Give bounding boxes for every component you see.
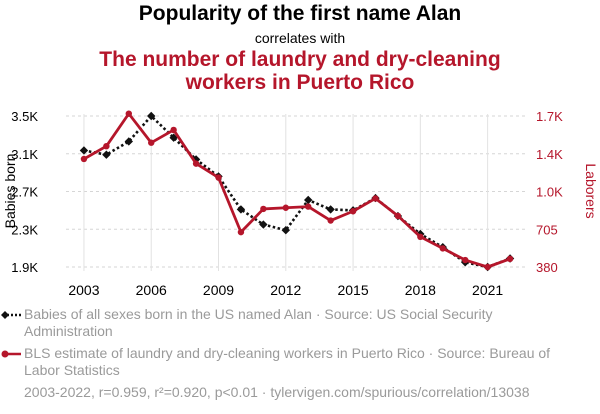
data-point-laborers [192, 160, 200, 167]
left-axis-title: Babies born [2, 154, 18, 229]
data-point-laborers [484, 263, 491, 271]
data-point-laborers [372, 195, 379, 202]
right-axis-title: Laborers [583, 163, 599, 218]
legend-swatch-babies [1, 311, 21, 319]
legend-label-babies: Babies of all sexes born in the US named… [24, 306, 493, 339]
x-tick-label: 2021 [472, 282, 503, 298]
data-point-laborers [103, 143, 110, 150]
legend-label-laborers: BLS estimate of laundry and dry-cleaning… [24, 345, 551, 378]
data-point-babies [147, 111, 156, 121]
x-tick-label: 2009 [203, 282, 234, 298]
data-point-laborers [260, 205, 267, 213]
series-line-laborers [83, 112, 511, 269]
x-tick-label: 2003 [68, 282, 99, 298]
x-tick-label: 2015 [337, 282, 368, 298]
data-point-laborers [327, 217, 334, 224]
legend-swatch-laborers [1, 350, 21, 358]
data-point-laborers [125, 110, 132, 117]
data-point-babies [79, 146, 89, 155]
series-line-babies [83, 114, 511, 269]
data-point-laborers [282, 204, 289, 211]
x-tick-label: 2018 [405, 282, 436, 298]
chart-title-secondary: The number of laundry and dry-cleaning w… [99, 48, 501, 94]
data-point-laborers [237, 228, 245, 236]
data-point-laborers [148, 139, 155, 146]
chart-connector-text: correlates with [254, 30, 346, 46]
data-point-laborers [417, 233, 424, 240]
left-tick-label: 3.1K [11, 147, 38, 162]
data-point-laborers [305, 203, 312, 210]
right-tick-label: 380 [536, 260, 558, 275]
data-point-babies [124, 137, 133, 146]
data-point-laborers [349, 208, 357, 215]
data-point-babies [259, 220, 268, 229]
left-tick-label: 1.9K [11, 260, 38, 275]
x-tick-label: 2006 [136, 282, 167, 298]
data-point-babies [102, 150, 111, 159]
data-point-laborers [462, 256, 469, 264]
left-tick-label: 3.5K [11, 109, 38, 124]
data-point-babies [281, 225, 290, 235]
left-tick-label: 2.7K [11, 185, 38, 200]
data-point-babies [304, 195, 313, 205]
right-tick-label: 705 [536, 222, 558, 237]
footer-stats: 2003-2022, r=0.959, r²=0.920, p<0.01 · t… [24, 384, 530, 400]
right-tick-label: 1.4K [536, 147, 563, 162]
data-point-babies [326, 205, 335, 214]
chart-title: Popularity of the first name Alan [138, 2, 462, 25]
left-tick-label: 2.3K [11, 222, 38, 237]
data-point-laborers [506, 255, 514, 263]
data-point-laborers [170, 126, 177, 134]
data-point-laborers [80, 155, 88, 163]
right-tick-label: 1.7K [536, 109, 563, 124]
data-point-laborers [439, 245, 446, 252]
data-point-laborers [394, 212, 402, 220]
x-tick-label: 2012 [270, 282, 301, 298]
data-point-laborers [215, 174, 222, 181]
data-point-babies [236, 205, 246, 214]
right-tick-label: 1.0K [536, 185, 563, 200]
